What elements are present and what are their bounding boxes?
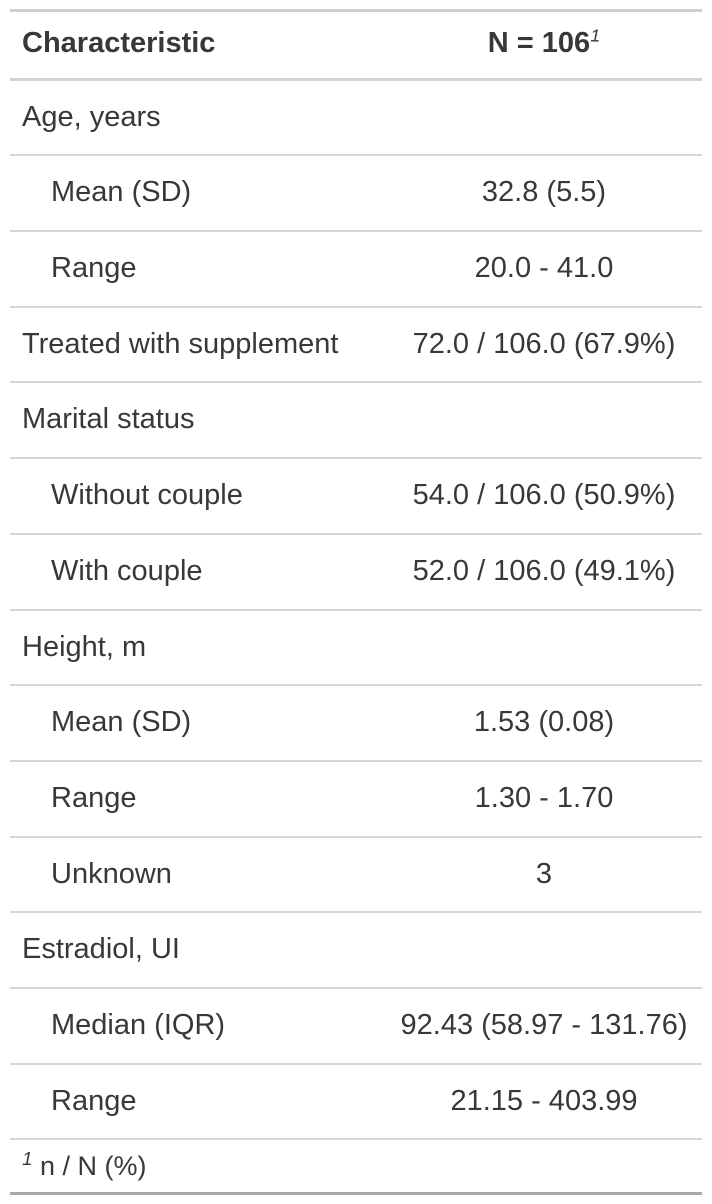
column-header-characteristic: Characteristic [10,9,386,81]
table-row: Mean (SD) 32.8 (5.5) [10,155,702,233]
table-footer: 1 n / N (%) [10,1139,702,1196]
column-header-n-label: N = 106 [487,27,591,59]
table-row: Mean (SD) 1.53 (0.08) [10,685,702,762]
row-value: 54.0 / 106.0 (50.9%) [386,458,702,535]
row-label: Median (IQR) [10,987,386,1065]
row-label: With couple [10,533,386,611]
row-value: 52.0 / 106.0 (49.1%) [386,533,702,611]
row-label: Range [10,1063,386,1141]
row-value: 1.53 (0.08) [386,685,702,762]
row-label: Range [10,231,386,308]
row-value [386,382,702,460]
row-value [386,912,702,989]
row-value [386,609,702,687]
table-row-group-height: Height, m [10,609,702,687]
summary-statistics-table: Characteristic N = 1061 Age, years Mean … [10,9,702,1196]
row-value: 32.8 (5.5) [386,155,702,233]
row-label: Unknown [10,836,386,914]
table-row: Median (IQR) 92.43 (58.97 - 131.76) [10,987,702,1065]
row-value: 3 [386,836,702,914]
row-label: Range [10,760,386,838]
row-label: Mean (SD) [10,685,386,762]
footnote-text: n / N (%) [40,1151,147,1182]
table-row: Range 1.30 - 1.70 [10,760,702,838]
table-row: Unknown 3 [10,836,702,914]
footnote-mark: 1 [22,1149,33,1171]
table-row-group-marital-status: Marital status [10,382,702,460]
row-label: Age, years [10,79,386,157]
table-row: Range 20.0 - 41.0 [10,231,702,308]
row-value: 1.30 - 1.70 [386,760,702,838]
table-row-group-estradiol: Estradiol, UI [10,912,702,989]
row-value: 20.0 - 41.0 [386,231,702,308]
footnote-mark-header: 1 [590,25,601,46]
column-header-n: N = 1061 [386,9,702,81]
row-value: 92.43 (58.97 - 131.76) [386,987,702,1065]
header-row: Characteristic N = 1061 [10,9,702,81]
row-label: Treated with supplement [10,306,386,384]
table-body: Age, years Mean (SD) 32.8 (5.5) Range 20… [10,79,702,1141]
row-label: Estradiol, UI [10,912,386,989]
row-value: 21.15 - 403.99 [386,1063,702,1141]
row-label: Without couple [10,458,386,535]
footnote-row: 1 n / N (%) [10,1139,702,1196]
table-row: Treated with supplement 72.0 / 106.0 (67… [10,306,702,384]
row-label: Mean (SD) [10,155,386,233]
row-value [386,79,702,157]
table-row-group-age: Age, years [10,79,702,157]
row-value: 72.0 / 106.0 (67.9%) [386,306,702,384]
table-row: Without couple 54.0 / 106.0 (50.9%) [10,458,702,535]
table-row: With couple 52.0 / 106.0 (49.1%) [10,533,702,611]
table-row: Range 21.15 - 403.99 [10,1063,702,1141]
table-header: Characteristic N = 1061 [10,9,702,81]
row-label: Marital status [10,382,386,460]
footnote: 1 n / N (%) [10,1139,702,1196]
row-label: Height, m [10,609,386,687]
